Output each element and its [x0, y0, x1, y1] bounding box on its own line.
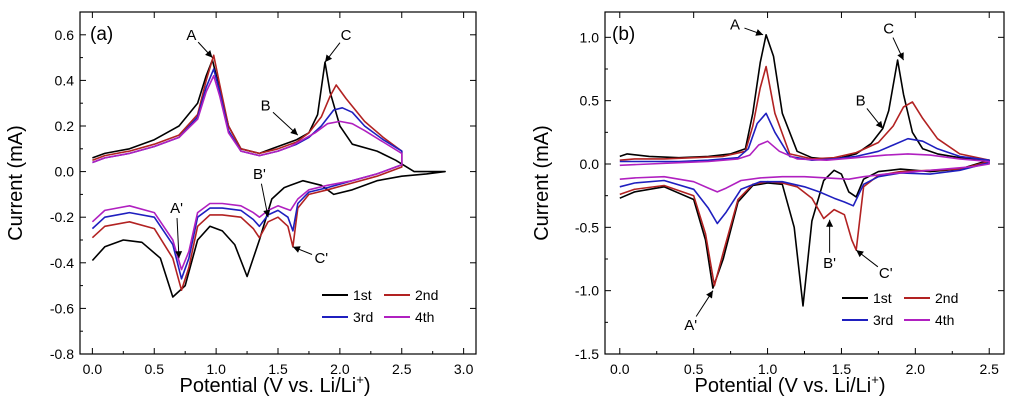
y-tick-label: 0.6 [55, 27, 75, 43]
y-axis-title: Current (mA) [5, 125, 27, 241]
annotation-label: A' [170, 200, 183, 217]
x-axis-title: Potential (V vs. Li/Li+) [694, 372, 885, 397]
series-line-4th [91, 75, 403, 271]
annotation-arrowhead [325, 54, 333, 63]
annotation-arrowhead [875, 120, 883, 129]
annotation-arrowhead [292, 246, 301, 253]
y-tick-label: -1.0 [575, 283, 599, 299]
y-tick-label: 0.2 [55, 118, 75, 134]
panel-label: (a) [90, 24, 113, 45]
annotation-label: C' [314, 250, 328, 267]
series-line-2nd [619, 65, 990, 287]
x-tick-label: 0.5 [145, 361, 165, 377]
series-line-3rd [91, 68, 403, 280]
annotation-label: B' [823, 255, 836, 272]
annotation-label: C [341, 27, 352, 44]
legend-label-1st: 1st [353, 287, 372, 303]
annotation-arrowhead [826, 219, 834, 227]
legend-label-3rd: 3rd [873, 312, 893, 328]
series-line-1st [619, 34, 990, 307]
annotation-label: A' [684, 317, 697, 334]
y-tick-label: 0.0 [55, 164, 75, 180]
annotation-arrowhead [175, 251, 183, 259]
y-tick-label: -1.5 [575, 346, 599, 362]
panel-label: (b) [612, 24, 635, 45]
x-tick-label: 2.5 [979, 361, 999, 377]
annotation-label: A [186, 27, 196, 44]
x-axis-title: Potential (V vs. Li/Li+) [179, 372, 370, 397]
series-line-4th [619, 140, 990, 193]
x-tick-label: 2.5 [392, 361, 412, 377]
x-tick-label: 1.5 [832, 361, 852, 377]
annotation-label: C' [879, 265, 893, 282]
x-axis-title-superscript: + [871, 372, 879, 387]
annotation-arrowhead [205, 50, 213, 58]
x-tick-label: 1.0 [206, 361, 226, 377]
annotation-label: C [883, 20, 894, 37]
y-tick-label: 0.4 [55, 72, 75, 88]
y-tick-label: -0.8 [50, 346, 74, 362]
x-axis-title-end: ) [364, 375, 371, 397]
legend-label-4th: 4th [935, 312, 954, 328]
y-tick-label: -0.4 [50, 255, 74, 271]
annotation-label: B [856, 93, 866, 110]
series-line-1st [91, 59, 446, 298]
x-axis-title-main: Potential (V vs. Li/Li [179, 375, 356, 397]
annotation-arrowhead [856, 250, 864, 258]
x-tick-label: 0.0 [83, 361, 103, 377]
y-tick-label: -0.5 [575, 219, 599, 235]
y-tick-label: -0.6 [50, 300, 74, 316]
x-axis-title-superscript: + [356, 372, 364, 387]
x-tick-label: 1.5 [268, 361, 288, 377]
x-tick-label: 2.0 [906, 361, 926, 377]
x-tick-label: 2.0 [330, 361, 350, 377]
legend-label-1st: 1st [873, 290, 892, 306]
annotation-arrowhead [290, 127, 298, 136]
x-tick-label: 0.0 [610, 361, 630, 377]
legend-label-3rd: 3rd [353, 309, 373, 325]
y-tick-label: -0.2 [50, 209, 74, 225]
series-line-3rd [619, 112, 990, 225]
annotation-arrowhead [263, 209, 271, 218]
annotation-arrowhead [706, 290, 713, 299]
panel-b: 0.0 0.5 1.0 1.5 2.0 2.5 -1.5 -1.0 -0.5 0.0 0.5 1.0 C… [531, 11, 1005, 397]
x-tick-label: 1.0 [758, 361, 778, 377]
y-axis-title: Current (mA) [531, 125, 553, 241]
panel-a: 0.0 0.5 1.0 1.5 2.0 2.5 3.0 -0.8 -0.6 -0.4 -0.2 0.0… [5, 11, 477, 397]
legend-label-2nd: 2nd [415, 287, 438, 303]
x-tick-label: 3.0 [454, 361, 474, 377]
x-tick-label: 0.5 [684, 361, 704, 377]
annotation-label: A [730, 17, 740, 34]
series-line-2nd [91, 54, 403, 291]
annotation-arrowhead [897, 52, 904, 61]
legend-label-4th: 4th [415, 309, 434, 325]
x-axis-title-main: Potential (V vs. Li/Li [694, 375, 871, 397]
legend-label-2nd: 2nd [935, 290, 958, 306]
annotation-label: B [261, 97, 271, 114]
y-tick-label: 1.0 [580, 29, 600, 45]
annotation-arrowhead [755, 29, 764, 36]
y-tick-label: 0.5 [580, 93, 600, 109]
annotation-label: B' [253, 166, 266, 183]
x-axis-title-end: ) [879, 375, 886, 397]
y-tick-label: 0.0 [580, 156, 600, 172]
